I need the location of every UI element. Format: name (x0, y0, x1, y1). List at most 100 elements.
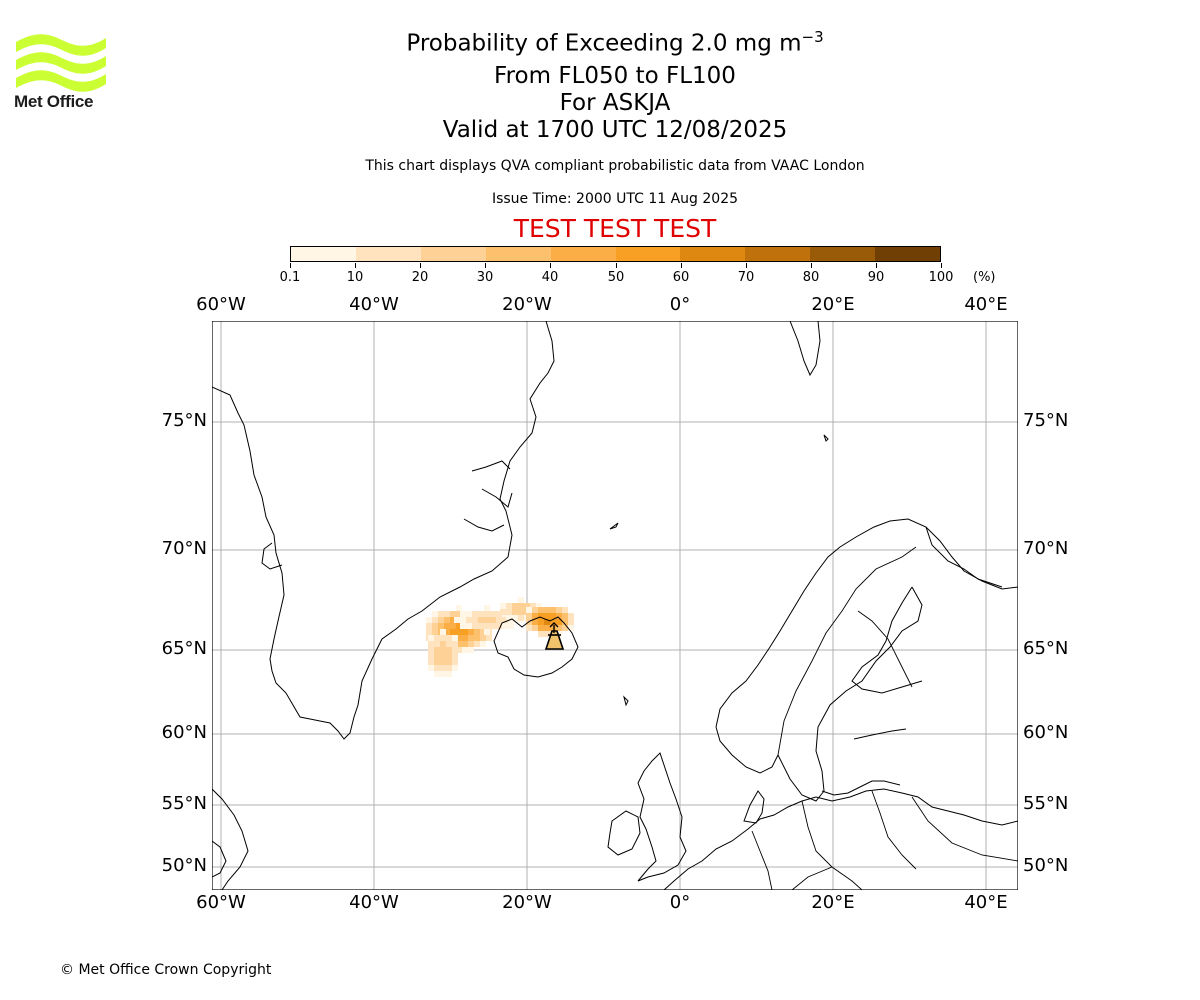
colorbar-segment (355, 247, 421, 261)
gulf-of-finland (853, 728, 907, 740)
longitude-label: 20°W (502, 294, 552, 315)
ash-cell (460, 623, 466, 629)
colorbar-tick-label: 20 (411, 270, 429, 285)
colorbar-tick-label: 70 (737, 270, 755, 285)
ash-cell (568, 619, 574, 625)
jan-mayen (609, 522, 619, 530)
ash-cell (446, 665, 452, 671)
ash-cell (440, 635, 446, 641)
sweden-east (777, 586, 923, 802)
ash-cell (490, 611, 496, 617)
ash-cell (550, 607, 556, 613)
colorbar-tick (746, 263, 747, 268)
colorbar-tick-label: 10 (346, 270, 364, 285)
latitude-label: 70°N (1023, 538, 1069, 559)
ash-cell (428, 653, 434, 659)
ash-cell (446, 635, 452, 641)
ash-cell (562, 607, 568, 613)
greenland-coast (212, 321, 555, 740)
longitude-label: 60°W (196, 892, 246, 913)
ash-cell (496, 611, 502, 617)
ash-cell (444, 617, 450, 623)
ash-cell (450, 623, 456, 629)
ash-cell (440, 647, 446, 653)
ash-cell (428, 665, 434, 671)
ash-cell (538, 619, 544, 625)
colorbar-tick (876, 263, 877, 268)
colorbar-tick-label: 50 (607, 270, 625, 285)
issue-time: Issue Time: 2000 UTC 11 Aug 2025 (491, 191, 739, 207)
ash-cell (450, 617, 456, 623)
latitude-label: 75°N (1023, 410, 1069, 431)
ash-cell (518, 615, 524, 621)
ash-cell (538, 631, 544, 637)
ash-cell (480, 629, 486, 635)
latitude-label: 60°N (161, 722, 207, 743)
ash-cell (440, 665, 446, 671)
ash-cell (468, 629, 474, 635)
map-gridlines (212, 321, 1018, 890)
labrador-coast (212, 788, 249, 890)
ash-cell (450, 611, 456, 617)
ash-cell (484, 629, 490, 635)
ash-cell (460, 617, 466, 623)
ash-cell (544, 619, 550, 625)
colorbar-unit: (%) (973, 270, 996, 285)
ash-cell (512, 609, 518, 615)
ash-cell (440, 641, 446, 647)
ash-cell (432, 611, 438, 617)
latitude-label: 50°N (161, 855, 207, 876)
ash-cell (428, 641, 434, 647)
ash-cell (484, 617, 490, 623)
ash-cell (440, 671, 446, 677)
ash-cell (502, 623, 508, 629)
longitude-label: 40°E (964, 892, 1008, 913)
colorbar-tick (681, 263, 682, 268)
ash-cell (428, 635, 434, 641)
ash-cell (568, 625, 574, 631)
colorbar-segment (615, 247, 681, 261)
ash-cell (556, 619, 562, 625)
ash-cell (456, 629, 462, 635)
ash-cell (496, 623, 502, 629)
longitude-label: 60°W (196, 294, 246, 315)
ash-cell (550, 619, 556, 625)
denmark-coast (743, 790, 765, 824)
ash-cell (526, 625, 532, 631)
ash-cell (446, 641, 452, 647)
ash-cell (472, 611, 478, 617)
longitude-label: 40°W (349, 294, 399, 315)
ash-cell (456, 611, 462, 617)
ash-cell (474, 635, 480, 641)
greenland-fjord-1 (471, 460, 511, 472)
ash-cell (538, 607, 544, 613)
faroe-islands (623, 695, 629, 707)
ash-cell (500, 609, 506, 615)
colorbar-tick (616, 263, 617, 268)
svalbard-coast (789, 321, 821, 377)
ash-cell (532, 619, 538, 625)
flight-level-range: From FL050 to FL100 (494, 63, 736, 89)
ash-cell (434, 659, 440, 665)
colorbar-tick (420, 263, 421, 268)
met-office-logo (16, 34, 106, 92)
ash-cell (440, 629, 446, 635)
colorbar-segment (550, 247, 616, 261)
ash-cell (544, 625, 550, 631)
ash-cell (452, 641, 458, 647)
ash-cell (562, 613, 568, 619)
ash-cell (434, 653, 440, 659)
ash-cell (518, 597, 524, 603)
colorbar-tick-label: 60 (672, 270, 690, 285)
ash-cell (518, 609, 524, 615)
greenland-fjord-2 (481, 488, 513, 508)
ash-cell (486, 635, 492, 641)
finland-coast (851, 586, 923, 694)
ash-cell (478, 611, 484, 617)
ash-cell (466, 617, 472, 623)
ash-cell (456, 635, 462, 641)
colorbar-tick (290, 263, 291, 268)
ash-cell (438, 617, 444, 623)
latitude-label: 75°N (161, 410, 207, 431)
met-office-logo-text: Met Office (14, 92, 94, 111)
